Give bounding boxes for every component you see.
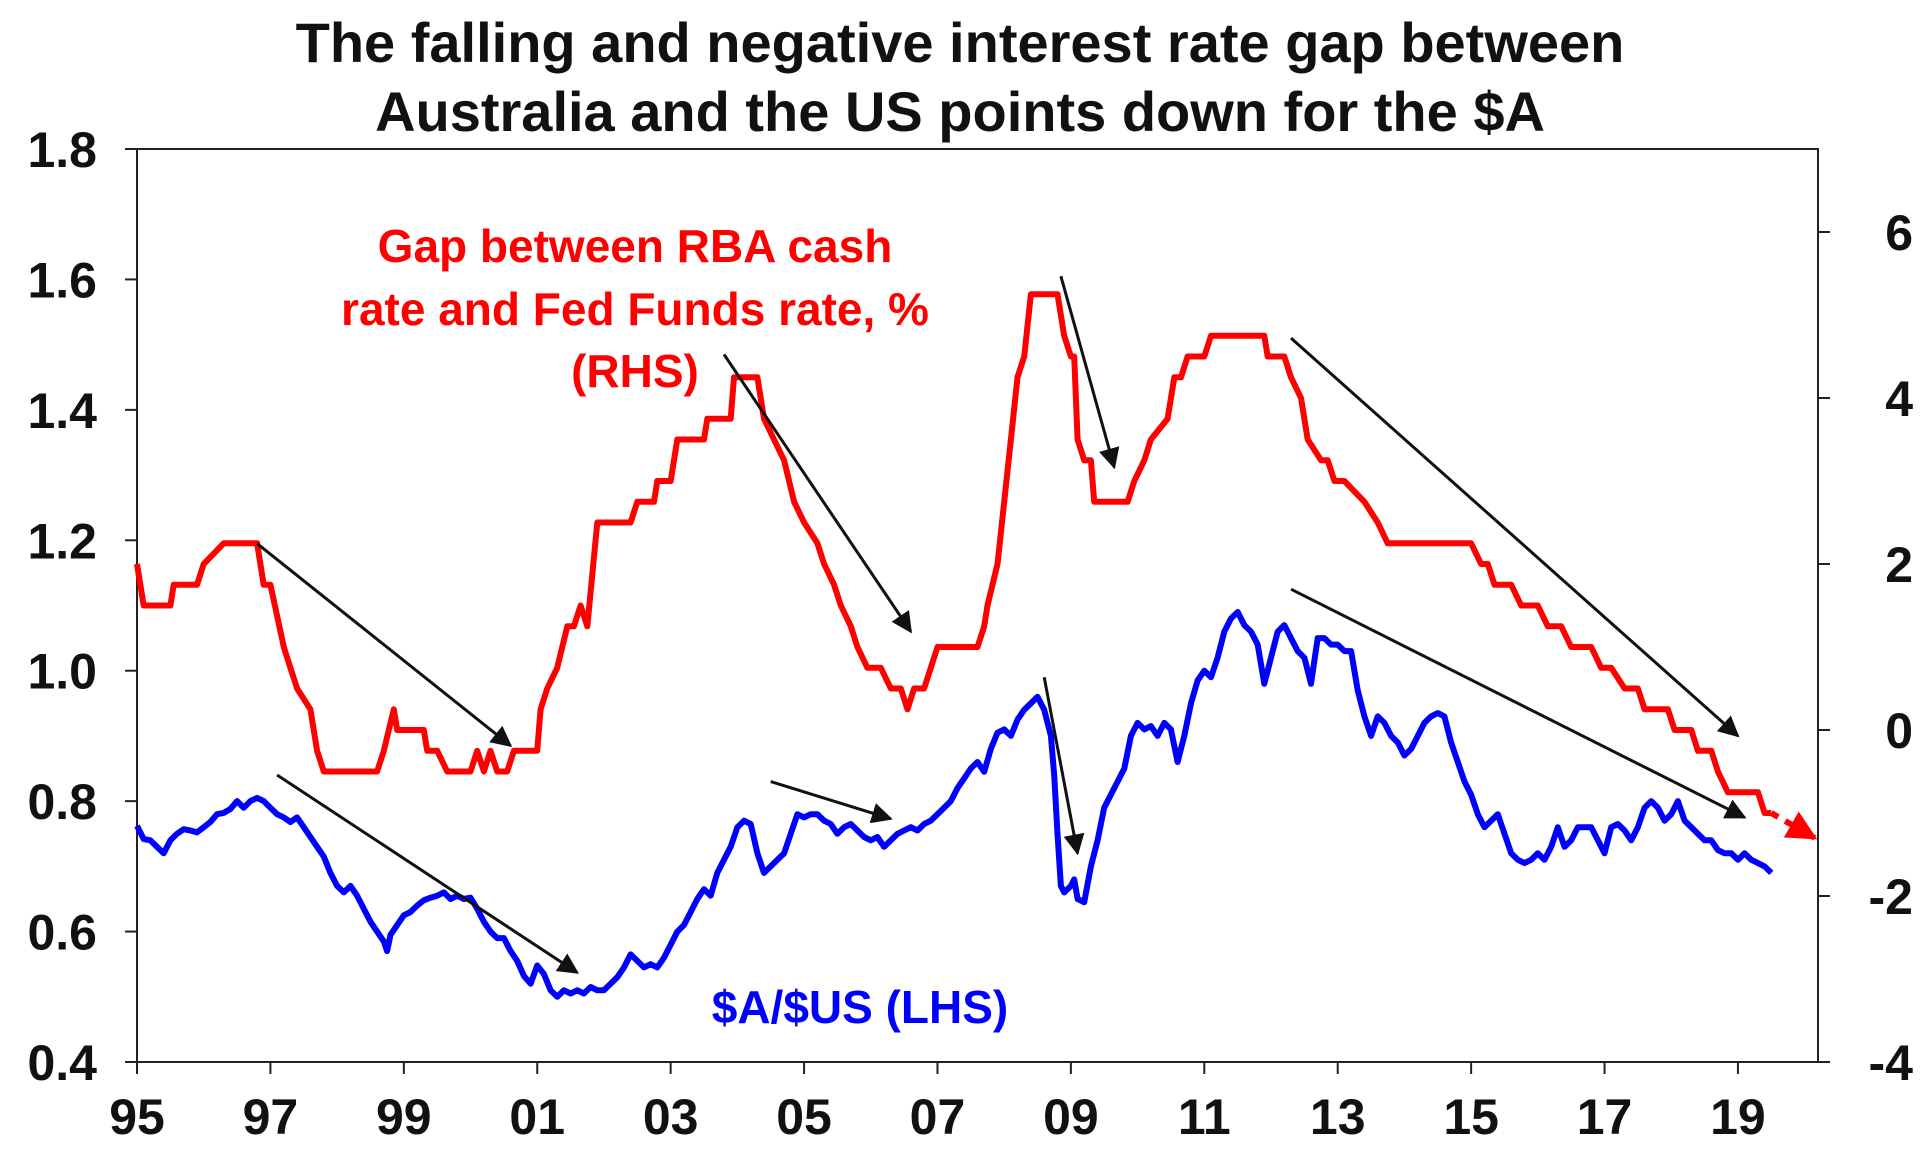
- left-tick-label: 1.8: [27, 122, 97, 178]
- plot-frame: [136, 148, 1819, 1063]
- left-y-axis: 1.8 1.6 1.4 1.2 1.0 0.8 0.6 0.4: [27, 122, 137, 1091]
- left-tick-label: 0.6: [27, 905, 97, 961]
- x-tick-label: 13: [1310, 1089, 1366, 1145]
- rhs-label-line-3: (RHS): [571, 345, 699, 397]
- trend-arrow: [276, 773, 580, 974]
- right-tick-label: -4: [1869, 1035, 1914, 1091]
- right-tick-label: 2: [1885, 537, 1913, 593]
- left-tick-label: 0.8: [27, 774, 97, 830]
- rhs-label-line-2: rate and Fed Funds rate, %: [341, 283, 929, 335]
- lhs-series-label: $A/$US (LHS): [712, 981, 1008, 1033]
- trend-arrow: [722, 353, 913, 634]
- right-tick-label: 4: [1885, 371, 1913, 427]
- trend-arrow: [1042, 676, 1085, 856]
- trend-arrow: [770, 780, 893, 824]
- chart-title-line-1: The falling and negative interest rate g…: [296, 11, 1625, 74]
- x-tick-label: 17: [1577, 1089, 1633, 1145]
- x-tick-label: 99: [376, 1089, 432, 1145]
- x-tick-label: 05: [776, 1089, 832, 1145]
- x-tick-label: 19: [1710, 1089, 1766, 1145]
- trend-arrow: [1290, 587, 1747, 819]
- x-tick-label: 97: [243, 1089, 299, 1145]
- left-tick-label: 1.0: [27, 644, 97, 700]
- left-tick-label: 1.4: [27, 383, 97, 439]
- right-y-axis: 6 4 2 0 -2 -4: [1818, 205, 1913, 1091]
- right-tick-label: 0: [1885, 703, 1913, 759]
- x-tick-label: 11: [1178, 1089, 1231, 1145]
- trend-arrow: [1290, 337, 1740, 738]
- x-tick-label: 03: [643, 1089, 699, 1145]
- x-tick-label: 15: [1443, 1089, 1499, 1145]
- x-tick-label: 09: [1043, 1089, 1099, 1145]
- rhs-label-line-1: Gap between RBA cash: [378, 220, 893, 272]
- trend-arrow: [256, 542, 513, 748]
- x-tick-label: 01: [509, 1089, 565, 1145]
- aud-usd-line: [134, 609, 1774, 1000]
- chart-title-line-2: Australia and the US points down for the…: [375, 80, 1545, 143]
- x-tick-label: 07: [910, 1089, 966, 1145]
- trend-arrows: [256, 275, 1747, 974]
- left-tick-label: 1.6: [27, 252, 97, 308]
- trend-arrow: [1059, 275, 1120, 470]
- projection-arrow: [1769, 810, 1818, 841]
- x-tick-label: 95: [109, 1089, 165, 1145]
- series-layer: [134, 291, 1818, 1000]
- right-tick-label: 6: [1885, 205, 1913, 261]
- rate-gap-line: [134, 291, 1772, 816]
- right-tick-label: -2: [1869, 869, 1913, 925]
- rhs-series-label: Gap between RBA cash rate and Fed Funds …: [341, 220, 929, 397]
- left-tick-label: 0.4: [27, 1035, 97, 1091]
- x-axis: 95 97 99 01 03 05 07 09 11 13 15 17 19: [109, 1062, 1766, 1145]
- left-tick-label: 1.2: [27, 513, 97, 569]
